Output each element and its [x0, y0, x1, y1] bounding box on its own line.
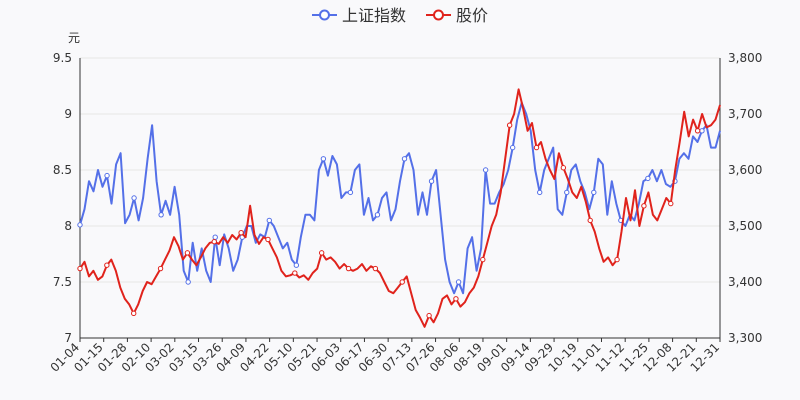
- legend-label: 上证指数: [342, 6, 406, 25]
- right-y-tick-label: 3,700: [728, 107, 762, 121]
- legend-marker-icon: [433, 9, 444, 21]
- x-ticks: 01-0401-1501-2802-1003-0203-1503-2604-09…: [48, 338, 722, 375]
- series-point: [292, 270, 298, 276]
- series-point: [533, 144, 540, 151]
- series-point: [157, 265, 164, 272]
- series-point: [372, 265, 379, 272]
- series-point: [509, 144, 516, 151]
- series-1: [77, 88, 721, 328]
- series-point: [318, 250, 325, 256]
- series-0: [77, 101, 721, 295]
- series-point: [265, 236, 271, 243]
- legend-item[interactable]: 股价: [426, 6, 488, 25]
- series-point: [158, 212, 164, 218]
- series-point: [131, 310, 137, 317]
- series-point: [453, 296, 459, 302]
- legend-label: 股价: [456, 6, 488, 25]
- series-point: [293, 262, 300, 268]
- series-point: [347, 189, 354, 196]
- series-point: [645, 175, 651, 182]
- series-point: [77, 265, 83, 272]
- series-line: [79, 88, 721, 328]
- series-point: [564, 189, 570, 196]
- series-point: [104, 172, 110, 179]
- right-y-tick-label: 3,300: [728, 331, 762, 345]
- legend-item[interactable]: 上证指数: [312, 6, 406, 25]
- series-point: [455, 279, 462, 285]
- left-y-tick-label: 8.5: [53, 163, 72, 177]
- series-point: [480, 256, 486, 263]
- series-lines: [77, 88, 721, 328]
- series-point: [668, 200, 674, 207]
- series-point: [185, 279, 191, 285]
- series-point: [131, 195, 137, 201]
- series-point: [212, 234, 218, 240]
- series-line: [79, 101, 721, 295]
- series-point: [537, 189, 543, 196]
- left-y-tick-label: 9: [64, 107, 72, 121]
- series-point: [560, 165, 567, 171]
- series-point: [587, 217, 593, 224]
- series-point: [428, 178, 435, 184]
- series-point: [238, 230, 244, 236]
- series-point: [77, 222, 83, 228]
- right-y-tick-label: 3,400: [728, 275, 762, 289]
- left-y-tick-label: 7: [64, 331, 72, 345]
- right-y-tick-label: 3,500: [728, 219, 762, 233]
- right-y-tick-label: 3,800: [728, 51, 762, 65]
- left-y-tick-label: 7.5: [53, 275, 72, 289]
- series-point: [699, 128, 705, 134]
- left-y-ticks: 7 7.5 8 8.5 9 9.5: [53, 51, 72, 345]
- series-point: [374, 212, 381, 218]
- series-point: [266, 217, 272, 224]
- series-point: [401, 156, 408, 162]
- right-y-ticks: 3,300 3,400 3,500 3,600 3,700 3,800: [728, 51, 762, 345]
- left-axis-unit: 元: [68, 31, 80, 45]
- series-point: [591, 189, 597, 196]
- series-point: [211, 238, 217, 245]
- right-y-tick-label: 3,600: [728, 163, 762, 177]
- series-point: [694, 128, 701, 134]
- series-point: [506, 122, 513, 128]
- series-point: [614, 256, 620, 263]
- series-point: [641, 203, 647, 209]
- series-point: [345, 265, 352, 272]
- legend[interactable]: 上证指数 股价: [312, 6, 488, 25]
- left-y-tick-label: 8: [64, 219, 72, 233]
- series-point: [184, 250, 191, 256]
- series-point: [320, 156, 327, 162]
- left-y-tick-label: 9.5: [53, 51, 72, 65]
- series-point: [399, 279, 405, 285]
- axes: [79, 58, 721, 339]
- series-point: [426, 312, 432, 319]
- series-point: [482, 167, 489, 173]
- series-point: [104, 262, 110, 268]
- legend-marker-icon: [319, 9, 330, 21]
